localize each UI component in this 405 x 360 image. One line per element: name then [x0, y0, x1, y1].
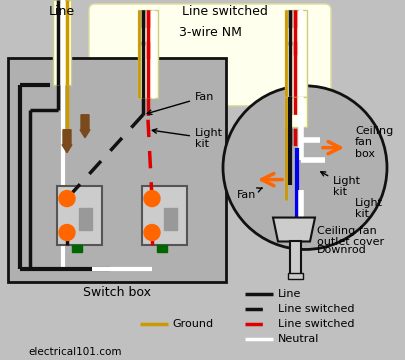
Bar	[142, 186, 187, 246]
Text: Light
kit: Light kit	[355, 198, 383, 219]
Bar	[53, 0, 71, 85]
Bar	[79, 208, 92, 230]
Text: Ceiling
fan
box: Ceiling fan box	[355, 126, 393, 159]
Bar	[290, 242, 301, 276]
Text: Line: Line	[278, 289, 301, 300]
Circle shape	[144, 190, 160, 207]
Text: Switch box: Switch box	[83, 287, 151, 300]
Text: electrical101.com: electrical101.com	[28, 347, 122, 357]
Text: Light
kit: Light kit	[152, 128, 223, 149]
Bar	[285, 97, 307, 127]
Circle shape	[59, 225, 75, 240]
Text: Line switched: Line switched	[182, 5, 268, 18]
Text: Line switched: Line switched	[278, 319, 354, 329]
Bar	[72, 246, 82, 252]
Text: Fan: Fan	[147, 92, 214, 114]
Bar	[285, 10, 307, 97]
Polygon shape	[273, 217, 315, 242]
Text: Ceiling fan
outlet cover: Ceiling fan outlet cover	[317, 225, 384, 247]
Bar	[57, 186, 102, 246]
FancyArrow shape	[62, 130, 72, 153]
Bar	[288, 274, 303, 279]
Bar	[157, 246, 167, 252]
Circle shape	[144, 225, 160, 240]
Bar	[8, 58, 226, 282]
Text: Ground: Ground	[172, 319, 213, 329]
Text: 3-wire NM: 3-wire NM	[179, 26, 241, 39]
Circle shape	[223, 86, 387, 249]
Text: Fan: Fan	[237, 188, 262, 199]
Text: Light
kit: Light kit	[321, 172, 361, 197]
Circle shape	[59, 190, 75, 207]
Text: Neutral: Neutral	[278, 334, 320, 344]
FancyBboxPatch shape	[89, 4, 331, 106]
Text: Line switched: Line switched	[278, 304, 354, 314]
Text: Downrod: Downrod	[317, 246, 367, 256]
FancyArrow shape	[80, 115, 90, 138]
Bar	[138, 10, 158, 98]
Bar	[164, 208, 177, 230]
Text: Line: Line	[49, 5, 75, 18]
